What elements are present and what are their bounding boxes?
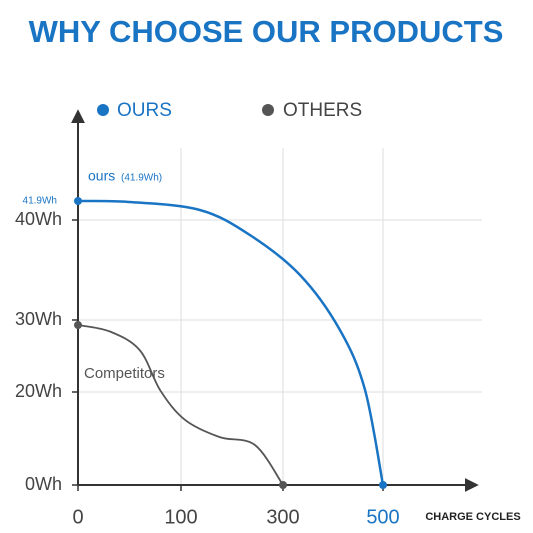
annotation: ours bbox=[88, 168, 115, 184]
annotation-note: (41.9Wh) bbox=[121, 173, 162, 184]
x-tick-label: 500 bbox=[366, 506, 399, 528]
legend-marker bbox=[97, 104, 109, 116]
y-tick-label: 40Wh bbox=[15, 209, 62, 229]
legend-label: OTHERS bbox=[283, 100, 362, 121]
point bbox=[74, 321, 82, 330]
x-axis-label: CHARGE CYCLES bbox=[425, 511, 520, 523]
point bbox=[379, 481, 387, 489]
x-tick-label: 100 bbox=[164, 506, 197, 528]
y-tick-label: 20Wh bbox=[15, 381, 62, 401]
legend-marker bbox=[262, 104, 274, 116]
x-tick-label: 0 bbox=[72, 506, 83, 528]
legend-label: OURS bbox=[117, 100, 172, 121]
grid bbox=[78, 148, 482, 485]
y-tick-label: 30Wh bbox=[15, 309, 62, 329]
chart-title: WHY CHOOSE OUR PRODUCTS bbox=[29, 14, 504, 49]
series-line bbox=[77, 324, 284, 486]
point bbox=[74, 197, 82, 205]
y-tick-label: 0Wh bbox=[25, 474, 62, 494]
annotation: Competitors bbox=[84, 365, 165, 382]
point bbox=[279, 481, 287, 489]
y-marker-label: 41.9Wh bbox=[23, 196, 57, 207]
series-line bbox=[77, 199, 385, 486]
x-tick-label: 300 bbox=[266, 506, 299, 528]
